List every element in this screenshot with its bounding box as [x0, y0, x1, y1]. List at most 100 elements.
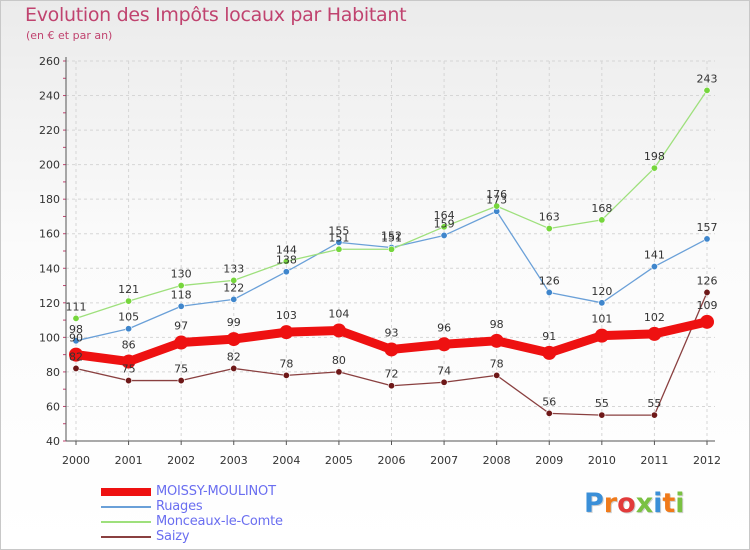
x-tick-label: 2001 [115, 454, 143, 467]
data-label-ruages: 157 [697, 221, 718, 234]
data-point-ruages [703, 235, 711, 243]
x-tick-label: 2000 [62, 454, 90, 467]
y-tick-label: 220 [39, 124, 60, 137]
data-point-saizy [177, 377, 185, 385]
data-point-saizy [335, 368, 343, 376]
data-point-saizy [230, 364, 238, 372]
data-label-moissy-moulinot: 86 [122, 339, 136, 352]
legend-label-moissy-moulinot: MOISSY-MOULINOT [156, 484, 276, 499]
y-tick-label: 140 [39, 262, 60, 275]
data-label-moissy-moulinot: 103 [276, 309, 297, 322]
data-point-monceaux-le-comte [335, 245, 343, 253]
data-point-moissy-moulinot [174, 335, 189, 350]
data-label-saizy: 55 [647, 397, 661, 410]
data-label-saizy: 55 [595, 397, 609, 410]
data-label-monceaux-le-comte: 243 [697, 72, 718, 85]
data-label-monceaux-le-comte: 198 [644, 150, 665, 163]
data-label-saizy: 56 [542, 395, 556, 408]
y-tick-label: 240 [39, 90, 60, 103]
data-point-monceaux-le-comte [387, 245, 395, 253]
logo-letter: r [603, 488, 618, 519]
data-point-monceaux-le-comte [177, 282, 185, 290]
data-point-monceaux-le-comte [598, 216, 606, 224]
data-point-saizy [598, 411, 606, 419]
data-point-ruages [440, 231, 448, 239]
data-label-saizy: 82 [69, 350, 83, 363]
data-label-ruages: 173 [486, 193, 507, 206]
data-label-moissy-moulinot: 97 [174, 320, 188, 333]
y-tick-label: 200 [39, 159, 60, 172]
data-label-saizy: 72 [385, 368, 399, 381]
data-labels: 90 86 97 99 103 104 93 96 98 91 101 102 109 98 105 118 1… [66, 72, 718, 410]
x-tick-label: 2003 [220, 454, 248, 467]
data-label-ruages: 118 [171, 288, 192, 301]
logo-letter: x [635, 488, 654, 519]
data-point-saizy [493, 371, 501, 379]
legend-swatch-saizy [101, 536, 151, 538]
proxiti-logo: Proxiti [584, 488, 685, 519]
data-point-moissy-moulinot [279, 325, 294, 340]
data-point-saizy [545, 409, 553, 417]
data-point-ruages [230, 295, 238, 303]
data-label-ruages: 98 [69, 323, 83, 336]
x-tick-label: 2005 [325, 454, 353, 467]
data-label-saizy: 75 [174, 363, 188, 376]
y-tick-label: 40 [46, 435, 60, 448]
axes: 40 60 80 100 120 140 160 180 200 220 240 260 2000 200… [39, 55, 721, 467]
data-point-moissy-moulinot [489, 333, 504, 348]
data-point-ruages [598, 299, 606, 307]
data-label-monceaux-le-comte: 144 [276, 243, 297, 256]
data-point-ruages [545, 288, 553, 296]
grid [66, 60, 715, 442]
data-label-moissy-moulinot: 91 [542, 330, 556, 343]
data-label-monceaux-le-comte: 151 [328, 231, 349, 244]
logo-letter: i [653, 488, 663, 519]
data-point-saizy [125, 377, 133, 385]
logo-letter: o [617, 488, 636, 519]
data-label-saizy: 75 [122, 363, 136, 376]
data-label-moissy-moulinot: 90 [69, 332, 83, 345]
data-label-monceaux-le-comte: 121 [118, 283, 139, 296]
data-point-saizy [387, 382, 395, 390]
logo-letter: P [584, 488, 604, 519]
data-label-monceaux-le-comte: 133 [223, 262, 244, 275]
data-label-saizy: 126 [697, 274, 718, 287]
data-point-ruages [282, 268, 290, 276]
data-point-moissy-moulinot [69, 347, 83, 362]
data-label-ruages: 155 [328, 224, 349, 237]
legend-swatch-monceaux-le-comte [101, 521, 151, 523]
data-label-saizy: 74 [437, 364, 451, 377]
chart-subtitle: (en € et par an) [26, 29, 113, 42]
y-tick-label: 260 [39, 55, 60, 68]
data-point-monceaux-le-comte [440, 223, 448, 231]
data-label-monceaux-le-comte: 168 [591, 202, 612, 215]
x-tick-label: 2010 [588, 454, 616, 467]
data-point-moissy-moulinot [594, 328, 609, 343]
data-point-monceaux-le-comte [650, 164, 658, 172]
legend-label-monceaux-le-comte: Monceaux-le-Comte [156, 514, 283, 529]
data-point-ruages [650, 263, 658, 271]
x-tick-label: 2004 [272, 454, 300, 467]
data-point-ruages [125, 325, 133, 333]
x-tick-label: 2009 [535, 454, 563, 467]
data-point-ruages [335, 238, 343, 246]
data-label-ruages: 105 [118, 311, 139, 324]
data-point-ruages [177, 302, 185, 310]
data-point-saizy [650, 411, 658, 419]
data-label-monceaux-le-comte: 111 [66, 300, 87, 313]
data-label-monceaux-le-comte: 151 [381, 231, 402, 244]
data-label-moissy-moulinot: 104 [328, 307, 349, 320]
logo-letter: t [662, 488, 676, 519]
data-point-moissy-moulinot [331, 323, 346, 338]
legend-swatch-ruages [101, 506, 151, 508]
data-point-moissy-moulinot [121, 354, 136, 369]
y-tick-label: 120 [39, 297, 60, 310]
data-label-saizy: 78 [490, 357, 504, 370]
data-label-saizy: 78 [279, 357, 293, 370]
y-tick-label: 160 [39, 228, 60, 241]
x-tick-label: 2008 [483, 454, 511, 467]
legend-swatch-moissy-moulinot [101, 488, 151, 496]
data-label-moissy-moulinot: 93 [385, 326, 399, 339]
